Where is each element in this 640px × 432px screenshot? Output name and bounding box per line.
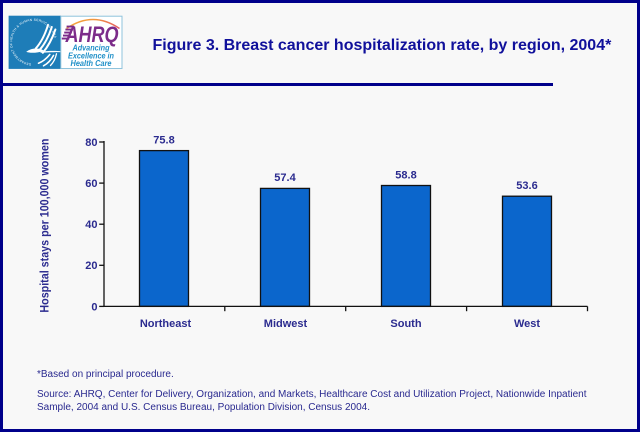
svg-text:Hospital stays per 100,000 wom: Hospital stays per 100,000 women [40, 139, 52, 313]
svg-text:West: West [514, 318, 540, 330]
svg-text:75.8: 75.8 [153, 134, 174, 146]
svg-text:Midwest: Midwest [264, 318, 308, 330]
svg-text:60: 60 [85, 178, 97, 190]
svg-text:0: 0 [91, 301, 97, 313]
svg-text:40: 40 [85, 219, 97, 231]
svg-text:Health Care: Health Care [71, 59, 113, 68]
svg-text:53.6: 53.6 [516, 180, 537, 192]
svg-text:80: 80 [85, 137, 97, 149]
svg-text:Northeast: Northeast [140, 318, 192, 330]
svg-text:South: South [390, 318, 421, 330]
svg-text:Excellence in: Excellence in [68, 51, 114, 60]
svg-text:20: 20 [85, 260, 97, 272]
svg-text:58.8: 58.8 [395, 169, 416, 181]
svg-text:Advancing: Advancing [72, 44, 110, 53]
svg-text:57.4: 57.4 [274, 172, 296, 184]
